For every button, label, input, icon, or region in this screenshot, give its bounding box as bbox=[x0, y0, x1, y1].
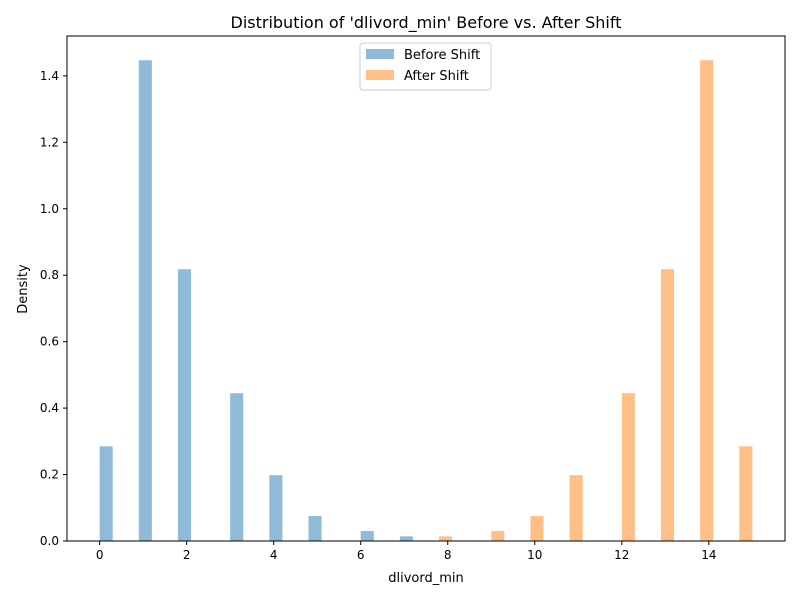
x-tick-label: 0 bbox=[96, 548, 104, 562]
bar-after-3 bbox=[569, 475, 583, 541]
y-tick-label: 0.4 bbox=[40, 401, 59, 415]
y-tick-label: 1.4 bbox=[40, 69, 59, 83]
bar-before-6 bbox=[360, 531, 374, 541]
x-tick-label: 12 bbox=[614, 548, 629, 562]
bar-after-1 bbox=[491, 531, 505, 541]
bar-before-2 bbox=[177, 269, 192, 541]
y-axis-label: Density bbox=[16, 264, 31, 314]
bar-before-7 bbox=[399, 536, 413, 541]
legend-swatch-after bbox=[366, 70, 394, 80]
chart-title: Distribution of 'dlivord_min' Before vs.… bbox=[231, 13, 622, 33]
bar-after-7 bbox=[739, 446, 753, 541]
bar-after-2 bbox=[530, 516, 544, 541]
legend-label-after: After Shift bbox=[404, 69, 469, 84]
legend-swatch-before bbox=[366, 49, 394, 59]
bars-group bbox=[99, 60, 753, 541]
bar-after-0 bbox=[439, 536, 453, 541]
bar-before-1 bbox=[138, 60, 152, 541]
plot-frame bbox=[66, 35, 786, 542]
y-tick-label: 1.0 bbox=[40, 202, 59, 216]
x-tick-label: 4 bbox=[270, 548, 278, 562]
x-tick-label: 10 bbox=[527, 548, 542, 562]
x-tick-label: 14 bbox=[701, 548, 716, 562]
x-tick-label: 2 bbox=[183, 548, 191, 562]
x-axis-label: dlivord_min bbox=[388, 571, 464, 586]
bar-after-4 bbox=[621, 393, 635, 541]
legend: Before Shift After Shift bbox=[359, 42, 492, 91]
y-tick-label: 0.8 bbox=[40, 268, 59, 282]
y-tick-label: 0.6 bbox=[40, 335, 59, 349]
legend-label-before: Before Shift bbox=[404, 48, 480, 63]
x-axis-ticks: 0 2 4 6 8 10 12 14 bbox=[96, 541, 716, 562]
y-tick-label: 0.2 bbox=[40, 468, 59, 482]
bar-before-5 bbox=[308, 516, 322, 541]
x-tick-label: 8 bbox=[444, 548, 452, 562]
y-tick-label: 1.2 bbox=[40, 135, 59, 149]
y-tick-label: 0.0 bbox=[40, 534, 59, 548]
y-axis-ticks: 0.0 0.2 0.4 0.6 0.8 1.0 1.2 1.4 bbox=[40, 69, 67, 548]
bar-after-6 bbox=[700, 60, 714, 541]
bar-before-4 bbox=[269, 475, 283, 541]
bar-before-3 bbox=[230, 393, 244, 541]
bar-after-5 bbox=[660, 269, 675, 541]
x-tick-label: 6 bbox=[357, 548, 365, 562]
bar-before-0 bbox=[99, 446, 113, 541]
